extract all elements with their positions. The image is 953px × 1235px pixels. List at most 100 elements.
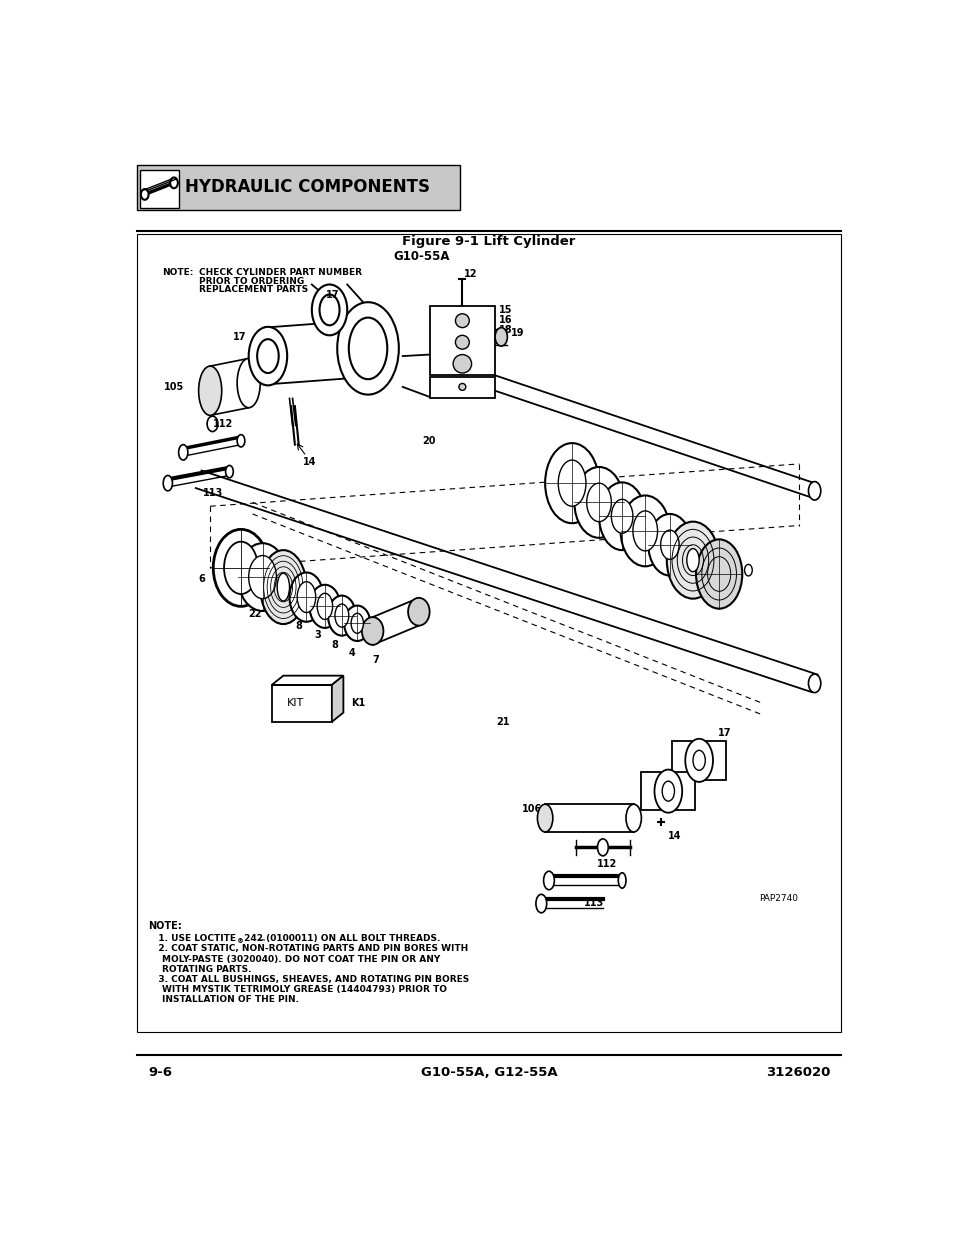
Ellipse shape — [335, 604, 349, 627]
Text: Figure 9-1 Lift Cylinder: Figure 9-1 Lift Cylinder — [402, 235, 575, 248]
Ellipse shape — [351, 614, 363, 634]
Text: 5: 5 — [624, 509, 631, 519]
Ellipse shape — [408, 598, 429, 626]
Text: NOTE:: NOTE: — [161, 268, 193, 278]
Text: CHECK CYLINDER PART NUMBER: CHECK CYLINDER PART NUMBER — [198, 268, 361, 278]
Ellipse shape — [455, 314, 469, 327]
Bar — [140, 169, 178, 209]
Ellipse shape — [309, 585, 340, 627]
Ellipse shape — [659, 530, 679, 559]
Text: NOTE:: NOTE: — [149, 921, 182, 931]
Ellipse shape — [141, 189, 149, 200]
Bar — [272, 685, 332, 721]
Ellipse shape — [317, 593, 333, 620]
Text: 112: 112 — [213, 419, 233, 429]
Ellipse shape — [453, 354, 471, 373]
Text: 21: 21 — [497, 716, 510, 727]
Ellipse shape — [170, 178, 177, 188]
Text: PAP2740: PAP2740 — [759, 894, 798, 904]
Text: 113: 113 — [583, 898, 603, 908]
Text: 9-6: 9-6 — [149, 1066, 172, 1078]
Ellipse shape — [336, 303, 398, 395]
Polygon shape — [332, 676, 343, 721]
Ellipse shape — [696, 540, 741, 609]
FancyBboxPatch shape — [429, 306, 495, 375]
Ellipse shape — [536, 894, 546, 913]
Ellipse shape — [620, 495, 669, 567]
Ellipse shape — [249, 327, 287, 385]
Ellipse shape — [666, 521, 719, 599]
Ellipse shape — [237, 543, 287, 611]
Ellipse shape — [686, 548, 699, 572]
Text: 15: 15 — [498, 305, 512, 315]
Text: K1: K1 — [351, 698, 365, 709]
Text: 17: 17 — [233, 332, 247, 342]
Text: 16: 16 — [498, 315, 512, 325]
Ellipse shape — [237, 358, 260, 408]
Text: 22: 22 — [249, 609, 262, 619]
Text: 2: 2 — [225, 585, 233, 597]
Ellipse shape — [178, 445, 188, 461]
Ellipse shape — [344, 605, 370, 641]
Ellipse shape — [597, 839, 608, 856]
Text: 20: 20 — [421, 436, 435, 446]
Ellipse shape — [611, 499, 632, 534]
Ellipse shape — [163, 475, 172, 490]
Ellipse shape — [260, 550, 306, 624]
Ellipse shape — [458, 383, 465, 390]
Text: 8: 8 — [331, 640, 337, 650]
Text: (0100011) ON ALL BOLT THREADS.: (0100011) ON ALL BOLT THREADS. — [263, 934, 440, 942]
Ellipse shape — [207, 416, 217, 431]
Text: 12: 12 — [463, 269, 476, 279]
Text: WITH MYSTIK TETRIMOLY GREASE (14404793) PRIOR TO: WITH MYSTIK TETRIMOLY GREASE (14404793) … — [161, 986, 446, 994]
Text: 1. USE LOCTITE: 1. USE LOCTITE — [149, 934, 235, 942]
Text: 113: 113 — [202, 488, 222, 498]
Text: HYDRAULIC COMPONENTS: HYDRAULIC COMPONENTS — [185, 178, 429, 195]
Text: 2. COAT STATIC, NON-ROTATING PARTS AND PIN BORES WITH: 2. COAT STATIC, NON-ROTATING PARTS AND P… — [149, 945, 467, 953]
Ellipse shape — [543, 871, 554, 889]
Ellipse shape — [312, 284, 347, 336]
Text: 3. COAT ALL BUSHINGS, SHEAVES, AND ROTATING PIN BORES: 3. COAT ALL BUSHINGS, SHEAVES, AND ROTAT… — [149, 976, 468, 984]
Ellipse shape — [544, 443, 598, 524]
Ellipse shape — [361, 618, 383, 645]
Ellipse shape — [495, 327, 507, 346]
Text: 18: 18 — [498, 325, 512, 335]
Text: 8: 8 — [295, 621, 302, 631]
Text: 17: 17 — [687, 764, 700, 774]
Ellipse shape — [598, 483, 644, 550]
Ellipse shape — [684, 739, 712, 782]
Ellipse shape — [198, 366, 221, 415]
Text: 14: 14 — [668, 831, 681, 841]
Ellipse shape — [807, 482, 820, 500]
FancyBboxPatch shape — [429, 377, 495, 399]
Text: 17: 17 — [718, 729, 731, 739]
Text: ROTATING PARTS.: ROTATING PARTS. — [161, 965, 251, 973]
Text: 112: 112 — [596, 860, 617, 869]
Ellipse shape — [692, 751, 704, 771]
Ellipse shape — [237, 435, 245, 447]
Text: KIT: KIT — [287, 698, 304, 709]
Ellipse shape — [455, 336, 469, 350]
Text: 106: 106 — [521, 804, 541, 814]
Ellipse shape — [213, 530, 269, 606]
Ellipse shape — [537, 804, 552, 832]
Ellipse shape — [225, 466, 233, 478]
Ellipse shape — [558, 461, 585, 506]
Ellipse shape — [574, 467, 623, 537]
Ellipse shape — [618, 873, 625, 888]
Text: 23: 23 — [678, 568, 691, 578]
Ellipse shape — [257, 340, 278, 373]
Ellipse shape — [249, 556, 276, 599]
Text: 3126020: 3126020 — [765, 1066, 829, 1078]
Text: 9: 9 — [647, 531, 654, 541]
Text: 19: 19 — [510, 329, 523, 338]
Text: 1: 1 — [704, 573, 711, 583]
Text: REPLACEMENT PARTS: REPLACEMENT PARTS — [198, 284, 308, 294]
Bar — [137, 165, 460, 210]
Text: G10-55A, G12-55A: G10-55A, G12-55A — [420, 1066, 557, 1078]
Ellipse shape — [648, 514, 691, 576]
Bar — [137, 235, 840, 1032]
Text: ®: ® — [237, 939, 244, 945]
Text: INSTALLATION OF THE PIN.: INSTALLATION OF THE PIN. — [161, 995, 298, 1004]
Text: 17: 17 — [325, 289, 339, 300]
